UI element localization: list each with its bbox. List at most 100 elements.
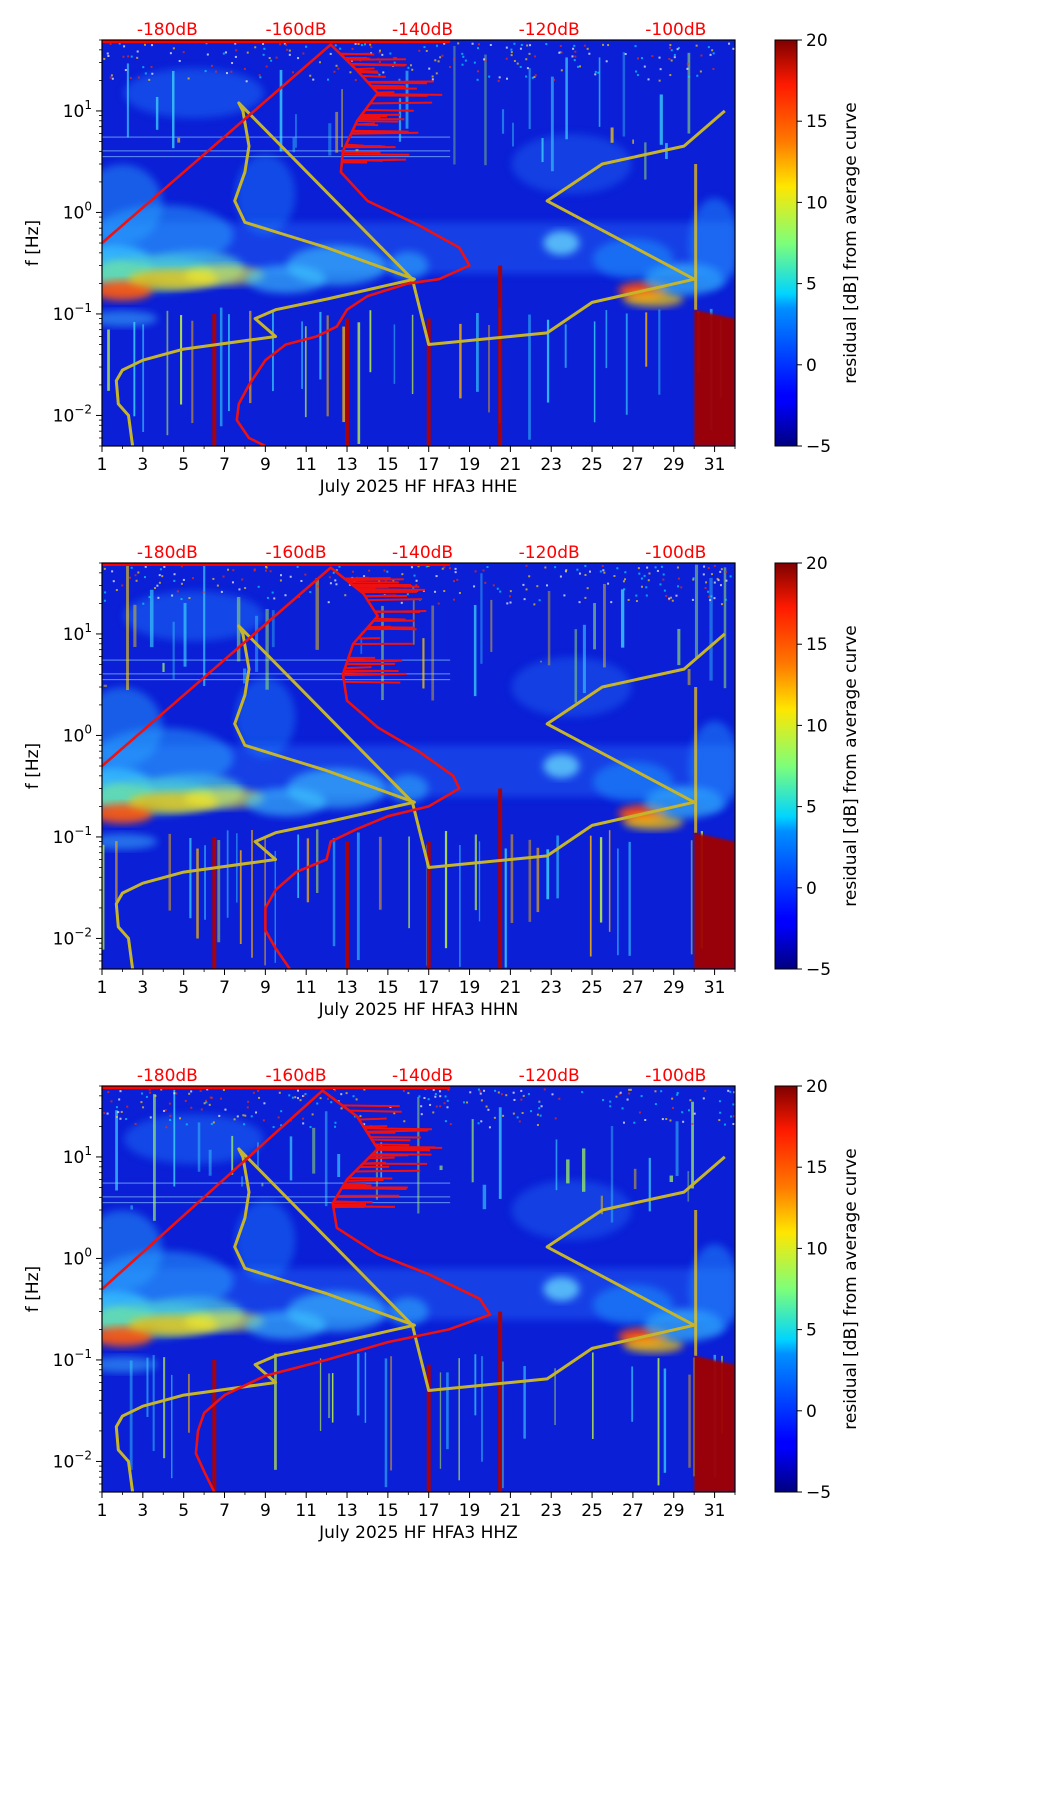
heatmap-speckle <box>506 47 508 49</box>
heatmap-speckle <box>302 1118 304 1120</box>
y-tick-label: 10−1 <box>53 301 92 325</box>
heatmap-spike <box>446 1372 449 1449</box>
heatmap-speckle <box>524 598 526 600</box>
heatmap-hot-block <box>694 833 735 969</box>
heatmap-speckle <box>344 594 346 596</box>
heatmap-speckle <box>668 58 670 60</box>
heatmap-speckle <box>113 580 115 582</box>
heatmap-speckle <box>443 590 445 592</box>
heatmap-speckle <box>398 79 400 81</box>
colorbar-tick-label: 10 <box>806 1239 828 1259</box>
heatmap-speckle <box>244 1115 246 1117</box>
heatmap-speckle <box>237 1115 239 1117</box>
heatmap-speckle <box>253 1092 255 1094</box>
heatmap-speckle <box>163 566 165 568</box>
heatmap-speckle <box>595 71 597 73</box>
heatmap-speckle <box>510 49 512 51</box>
heatmap-speckle <box>450 1123 452 1125</box>
heatmap-speckle <box>546 584 548 586</box>
psd-curve-spike <box>368 627 414 628</box>
heatmap-speckle <box>232 581 234 583</box>
heatmap-speckle <box>493 584 495 586</box>
psd-curve-spike <box>357 121 398 122</box>
heatmap-speckle <box>107 1091 109 1093</box>
colorbar <box>775 563 797 969</box>
heatmap-speckle <box>638 573 640 575</box>
db-reference-label: -180dB <box>137 1066 198 1086</box>
heatmap-speckle <box>279 43 281 45</box>
y-tick-label: 100 <box>63 1245 92 1269</box>
heatmap-speckle <box>447 1100 449 1102</box>
heatmap-spike <box>133 322 135 416</box>
heatmap-spike <box>412 315 413 394</box>
heatmap-speckle <box>257 1090 259 1092</box>
heatmap-streak <box>688 53 691 134</box>
heatmap-speckle <box>204 1102 206 1104</box>
db-reference-label: -180dB <box>137 20 198 40</box>
colorbar-tick-label: 20 <box>806 554 828 574</box>
heatmap-speckle <box>341 1107 343 1109</box>
heatmap-speckle <box>635 45 637 47</box>
heatmap-speckle <box>729 1091 731 1093</box>
heatmap-area <box>72 1086 739 1492</box>
heatmap-spike <box>130 1360 133 1469</box>
x-tick-label: 3 <box>137 978 148 998</box>
heatmap-speckle <box>732 1123 734 1125</box>
heatmap-speckle <box>660 1090 662 1092</box>
heatmap-speckle <box>401 573 403 575</box>
heatmap-speckle <box>625 53 627 55</box>
heatmap-spike <box>645 312 647 366</box>
heatmap-speckle <box>540 1115 542 1117</box>
heatmap-speckle <box>718 1119 720 1121</box>
heatmap-speckle <box>574 59 576 61</box>
heatmap-speckle <box>648 78 650 80</box>
psd-curve-spike <box>356 68 375 69</box>
heatmap-streak <box>293 137 296 152</box>
heatmap-speckle <box>521 44 523 46</box>
heatmap-speckle <box>703 566 705 568</box>
colorbar-tick-label: 15 <box>806 112 828 132</box>
heatmap-speckle <box>589 571 591 573</box>
heatmap-speckle <box>270 570 272 572</box>
heatmap-speckle <box>247 52 249 54</box>
heatmap-speckle <box>499 591 501 593</box>
heatmap-speckle <box>201 1108 203 1110</box>
heatmap-speckle <box>389 53 391 55</box>
x-tick-label: 29 <box>663 455 685 475</box>
heatmap-spike <box>594 321 596 422</box>
x-axis-label: July 2025 HF HFA3 HHZ <box>318 1523 518 1543</box>
heatmap-speckle <box>689 1099 691 1101</box>
psd-curve-spike <box>362 76 386 77</box>
heatmap-blob <box>82 164 162 244</box>
heatmap-speckle <box>421 1113 423 1115</box>
x-tick-label: 17 <box>418 1501 440 1521</box>
heatmap-speckle <box>263 1102 265 1104</box>
heatmap-speckle <box>403 1090 405 1092</box>
heatmap-speckle <box>498 80 500 82</box>
heatmap-speckle <box>696 45 698 47</box>
heatmap-hot-bar <box>345 319 349 446</box>
colorbar-tick-label: −5 <box>806 960 831 980</box>
heatmap-streak <box>440 1166 443 1170</box>
heatmap-streak <box>583 625 586 693</box>
heatmap-speckle <box>122 56 124 58</box>
heatmap-speckle <box>258 1097 260 1099</box>
heatmap-speckle <box>624 571 626 573</box>
heatmap-spike <box>529 840 532 922</box>
db-reference-label: -100dB <box>645 20 706 40</box>
heatmap-speckle <box>300 580 302 582</box>
heatmap-speckle <box>668 598 670 600</box>
heatmap-speckle <box>513 1113 515 1115</box>
heatmap-speckle <box>104 568 106 570</box>
heatmap-speckle <box>607 583 609 585</box>
heatmap-spike <box>189 838 191 918</box>
heatmap-speckle <box>142 603 144 605</box>
psd-curve-spike <box>355 1171 420 1172</box>
heatmap-speckle <box>244 68 246 70</box>
heatmap-spike <box>168 834 171 911</box>
heatmap-streak <box>599 57 601 126</box>
heatmap-speckle <box>316 1103 318 1105</box>
heatmap-spike <box>481 1356 483 1462</box>
heatmap-speckle <box>135 1123 137 1125</box>
heatmap-speckle <box>528 1093 530 1095</box>
